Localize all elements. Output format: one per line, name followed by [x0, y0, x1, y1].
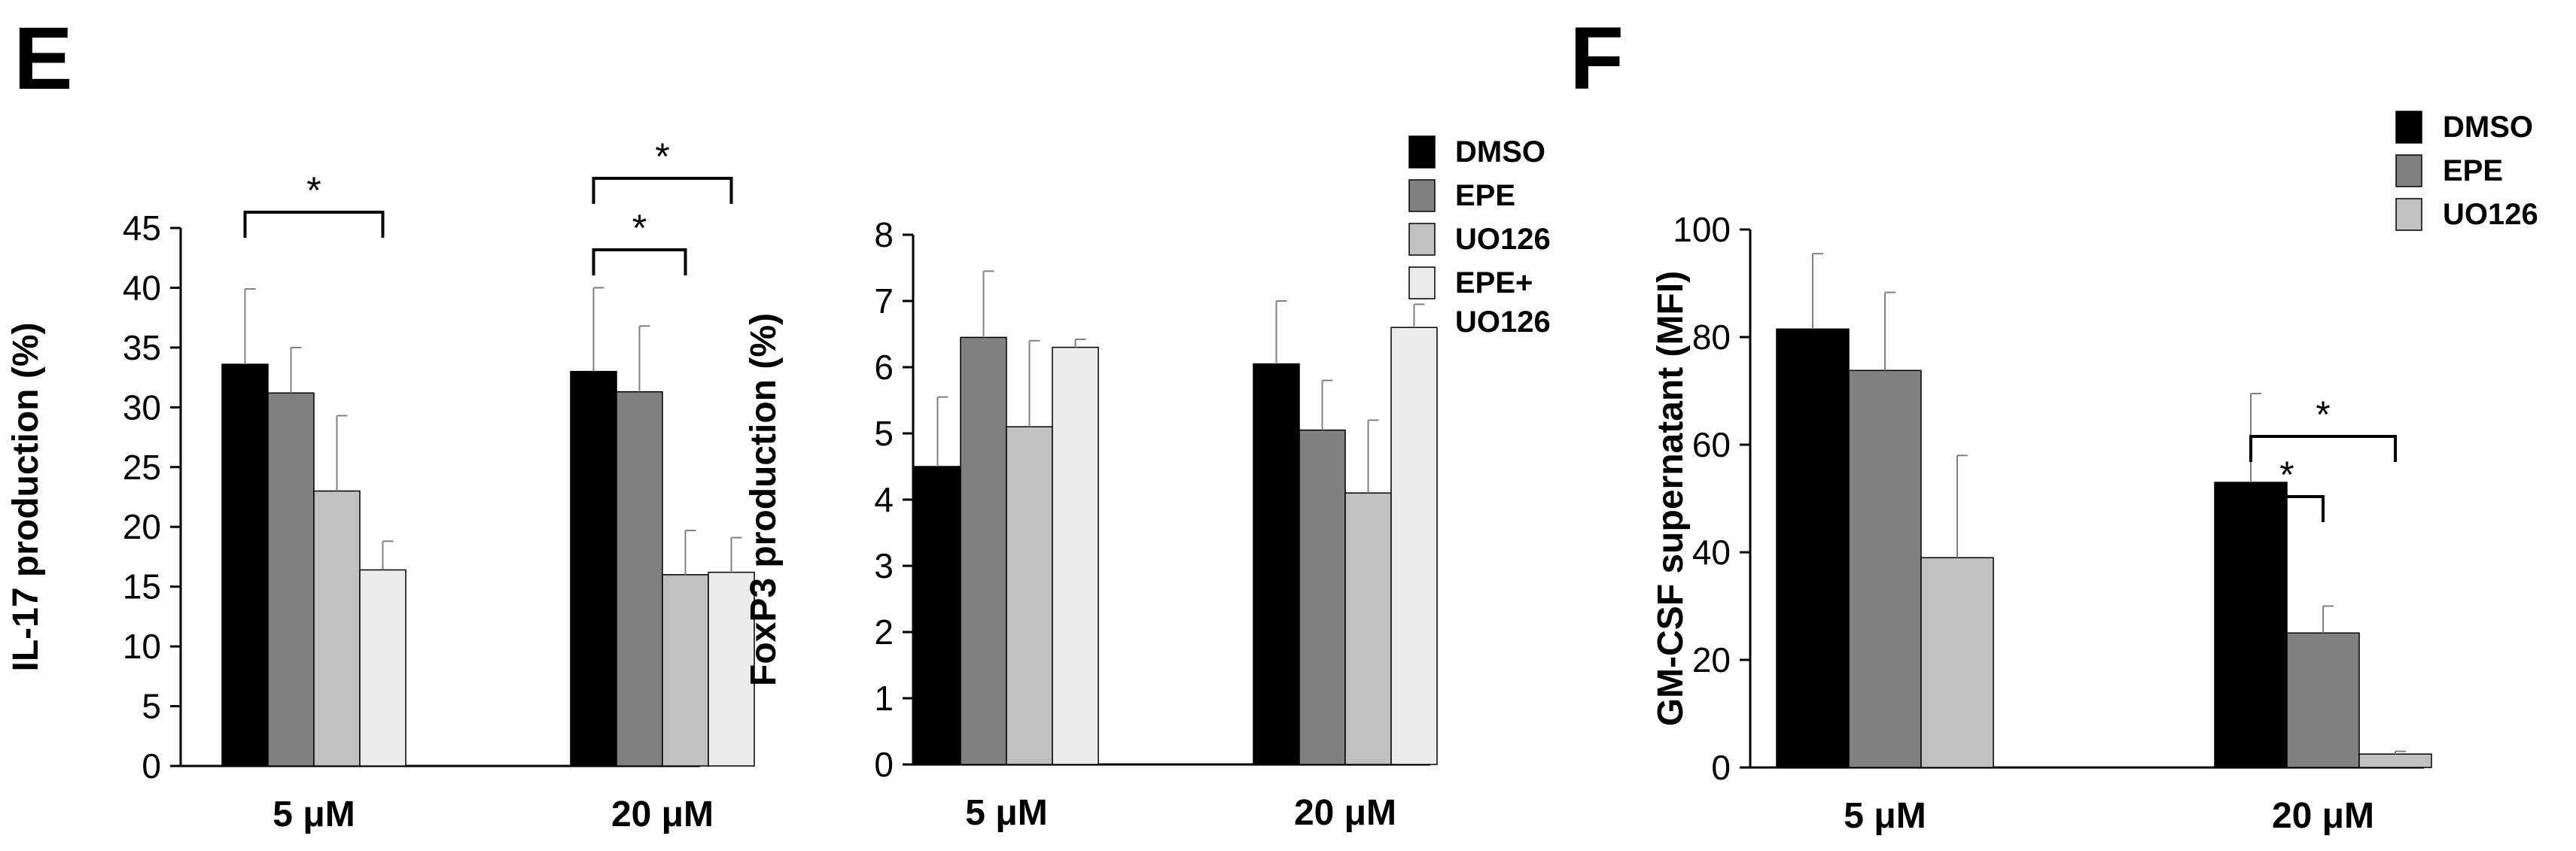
- chart2-bar: [1006, 426, 1053, 765]
- chart2-legend-label: EPE: [1455, 179, 1515, 212]
- chart3-y-tick-label: 60: [1692, 425, 1731, 464]
- chart2-bar: [1253, 363, 1300, 765]
- chart1-y-tick-label: 35: [123, 328, 161, 367]
- chart2-category-label: 20 μM: [1294, 793, 1396, 833]
- chart2-legend-label: DMSO: [1455, 135, 1545, 169]
- chart3-legend-label: UO126: [2443, 198, 2538, 231]
- chart2-legend-label: UO126: [1455, 223, 1551, 256]
- chart3-category-label: 20 μM: [2272, 796, 2374, 836]
- chart1-significance-star: *: [632, 207, 647, 249]
- chart3-bar: [2214, 482, 2288, 768]
- chart2-y-tick-label: 4: [874, 480, 894, 519]
- chart3-y-tick-label: 100: [1673, 210, 1731, 249]
- chart3-category-label: 5 μM: [1844, 796, 1926, 836]
- chart2-bar: [1299, 429, 1346, 765]
- chart3-legend-swatch: [2395, 154, 2422, 187]
- chart1-bar: [708, 571, 755, 767]
- chart1-significance-bracket: [592, 248, 687, 275]
- chart2-y-tick-label: 2: [874, 612, 894, 652]
- chart3-significance-star: *: [2279, 454, 2294, 496]
- chart2-y-tick-label: 7: [874, 281, 894, 321]
- chart1-significance-star: *: [306, 169, 321, 211]
- chart2-bar: [1052, 346, 1099, 765]
- chart1-y-tick-label: 20: [123, 507, 161, 546]
- chart1-y-tick-label: 15: [123, 567, 161, 606]
- chart1-y-tick-label: 45: [123, 208, 161, 248]
- chart2-bar: [914, 466, 961, 765]
- chart1-bar: [221, 363, 269, 767]
- chart1-significance-star: *: [655, 135, 669, 178]
- chart1-category-label: 20 μM: [611, 795, 714, 834]
- chart2-legend-label: EPE+: [1455, 266, 1533, 299]
- chart1-bar: [570, 370, 617, 767]
- chart2-y-tick-label: 3: [874, 546, 894, 585]
- chart3-significance-bracket: [2249, 435, 2397, 462]
- chart1-significance-bracket: [592, 177, 733, 204]
- chart2-y-tick-label: 8: [874, 215, 894, 254]
- chart1-bar: [662, 574, 709, 767]
- chart3-bar: [1848, 369, 1922, 768]
- chart3-legend-swatch: [2395, 111, 2422, 144]
- chart3-bar: [1920, 557, 1994, 768]
- chart3-significance-bracket: [2249, 495, 2325, 522]
- chart3-legend-label: EPE: [2443, 154, 2503, 187]
- chart1-y-tick-label: 10: [123, 627, 161, 666]
- chart3-bar: [2358, 753, 2432, 768]
- chart3-significance-star: *: [2316, 394, 2330, 436]
- chart2-y-tick-label: 1: [874, 679, 894, 718]
- chart2-legend-swatch: [1408, 266, 1436, 299]
- chart2-bar: [1344, 492, 1392, 765]
- chart3-bar: [1776, 328, 1850, 768]
- chart2-category-label: 5 μM: [965, 793, 1047, 833]
- panel-letter-e: E: [14, 9, 73, 108]
- chart2-legend-swatch: [1408, 179, 1436, 212]
- chart1-bar: [616, 391, 663, 767]
- chart3-legend-swatch: [2395, 198, 2422, 231]
- chart2-bar: [1390, 327, 1438, 765]
- chart1-y-tick-label: 5: [142, 687, 161, 726]
- chart3-y-tick-label: 80: [1692, 318, 1731, 357]
- chart3-bar: [2286, 632, 2360, 768]
- chart1-significance-bracket: [243, 211, 385, 238]
- chart2-y-tick-label: 6: [874, 348, 894, 387]
- chart1-y-axis-title: IL-17 production (%): [6, 323, 46, 672]
- chart2-legend-swatch: [1408, 135, 1436, 169]
- chart2-y-axis-title: FoxP3 production (%): [744, 313, 784, 686]
- chart1-y-tick-label: 40: [123, 268, 161, 307]
- chart3-y-axis-title: GM-CSF supernatant (MFI): [1651, 271, 1691, 726]
- chart2-y-tick-label: 5: [874, 414, 894, 453]
- chart1-bar: [359, 569, 406, 767]
- panel-letter-f: F: [1570, 9, 1624, 108]
- chart2-legend-label: UO126: [1455, 305, 1551, 339]
- chart1-category-label: 5 μM: [273, 795, 355, 834]
- chart1-y-tick-label: 30: [123, 388, 161, 427]
- chart1-bar: [313, 490, 361, 767]
- chart1-bar: [267, 392, 315, 767]
- chart1-y-tick-label: 0: [142, 746, 161, 786]
- chart3-y-tick-label: 0: [1711, 748, 1731, 787]
- chart1-y-tick-label: 25: [123, 448, 161, 487]
- chart2-legend-swatch: [1408, 223, 1436, 256]
- chart3-y-tick-label: 40: [1692, 533, 1731, 572]
- chart2-y-tick-label: 0: [874, 745, 894, 784]
- chart2-bar: [960, 336, 1007, 765]
- chart3-legend-label: DMSO: [2443, 111, 2533, 144]
- chart3-y-tick-label: 20: [1692, 640, 1731, 679]
